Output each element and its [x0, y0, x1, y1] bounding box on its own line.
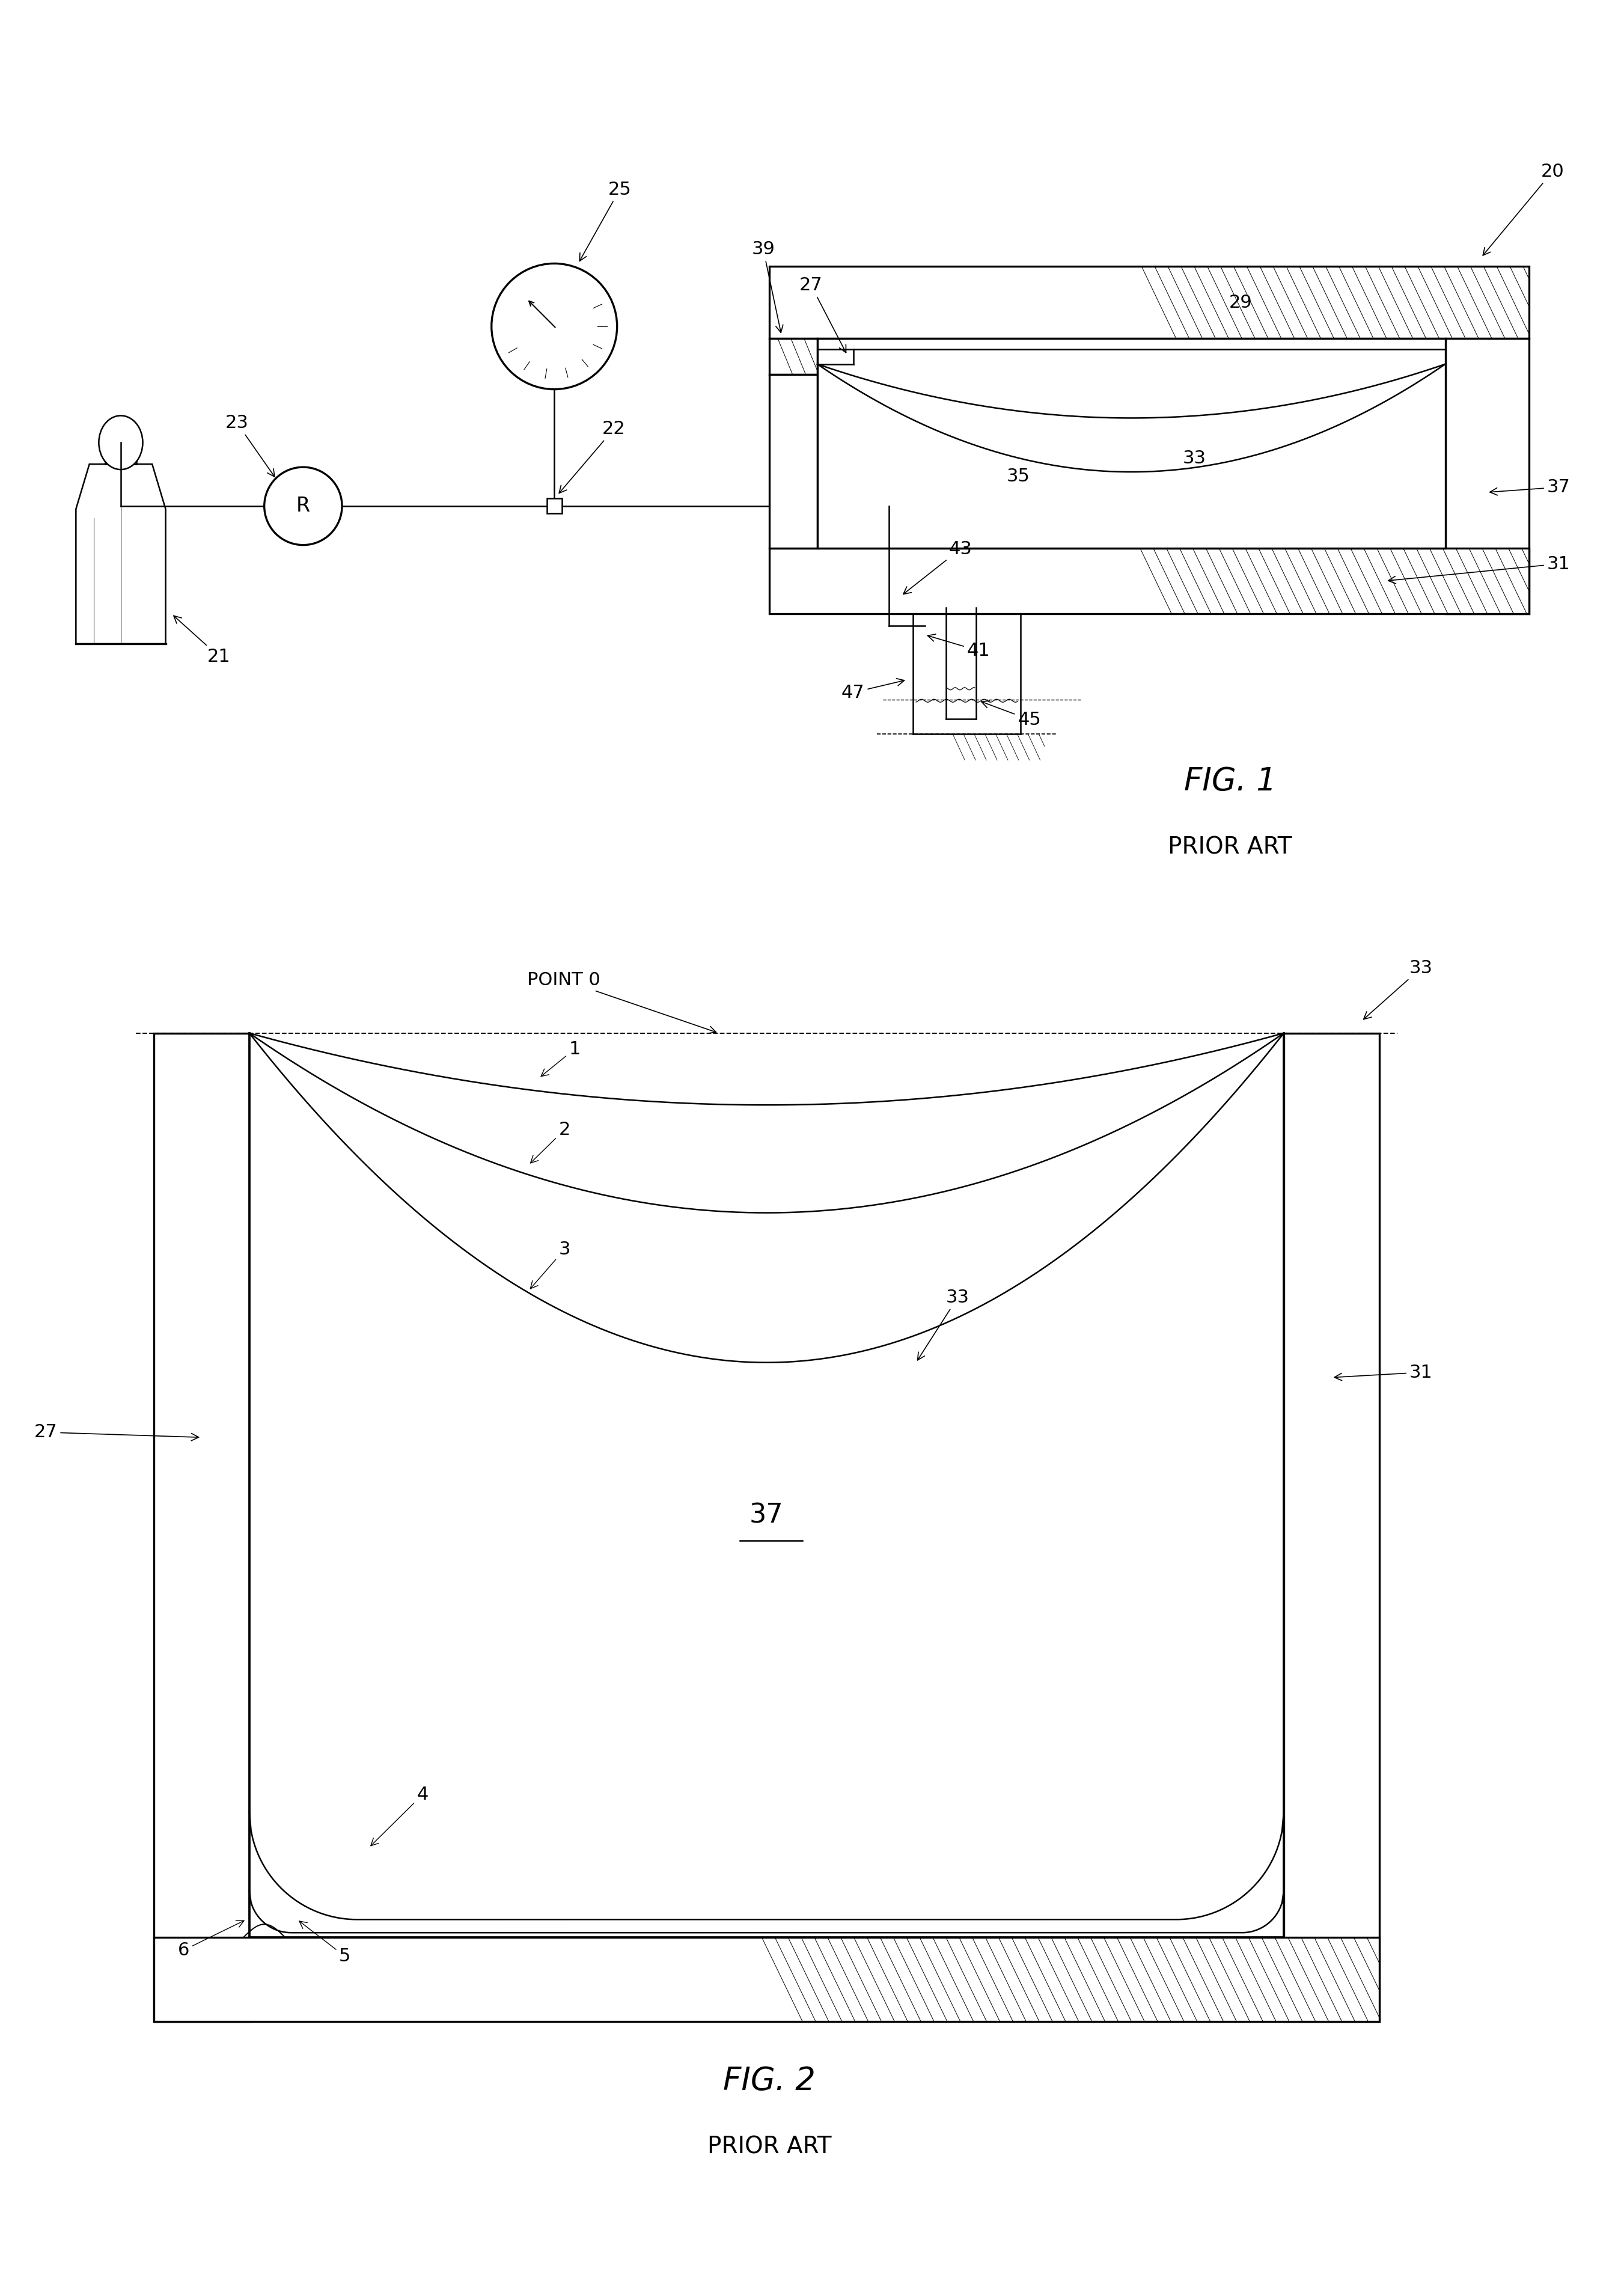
Circle shape [265, 468, 343, 544]
Text: 29: 29 [1229, 294, 1252, 312]
Text: 47: 47 [841, 679, 905, 702]
Text: FIG. 1: FIG. 1 [1184, 767, 1276, 796]
Text: 6: 6 [177, 1921, 244, 1960]
Bar [817, 337, 1445, 549]
Text: 25: 25 [580, 181, 632, 262]
Text: 43: 43 [903, 539, 973, 594]
Polygon shape [1285, 1033, 1379, 2022]
Text: R: R [296, 496, 310, 516]
Polygon shape [770, 337, 817, 374]
Text: 37: 37 [1489, 477, 1570, 496]
Text: 27: 27 [34, 1423, 198, 1441]
Text: 31: 31 [1335, 1363, 1432, 1382]
Bar [106, 443, 136, 464]
Text: PRIOR ART: PRIOR ART [1168, 835, 1293, 858]
Polygon shape [770, 549, 1528, 613]
Polygon shape [154, 1937, 1379, 2022]
Text: 41: 41 [927, 633, 991, 659]
Polygon shape [770, 374, 817, 549]
Ellipse shape [99, 415, 143, 470]
Text: 33: 33 [918, 1290, 970, 1361]
Polygon shape [154, 1033, 250, 2022]
Bar [250, 1033, 1285, 1937]
Polygon shape [1445, 337, 1528, 613]
Text: 37: 37 [750, 1503, 783, 1528]
Text: 33: 33 [1182, 450, 1205, 466]
Text: 35: 35 [1007, 468, 1030, 484]
Polygon shape [76, 464, 166, 645]
Text: 4: 4 [370, 1786, 429, 1845]
Text: POINT 0: POINT 0 [528, 971, 716, 1033]
Circle shape [492, 264, 617, 390]
Text: FIG. 2: FIG. 2 [723, 2066, 815, 2098]
Text: 39: 39 [752, 241, 783, 333]
Text: 23: 23 [226, 415, 274, 477]
Text: 3: 3 [531, 1242, 570, 1290]
Text: 33: 33 [1364, 959, 1432, 1019]
Text: 1: 1 [541, 1040, 580, 1076]
Text: 45: 45 [981, 700, 1041, 728]
Text: 31: 31 [1389, 555, 1570, 583]
Text: 20: 20 [1483, 163, 1564, 255]
Bar [547, 498, 562, 514]
Text: 22: 22 [559, 420, 625, 493]
Text: 2: 2 [531, 1120, 570, 1164]
Text: 27: 27 [799, 278, 846, 353]
Polygon shape [770, 266, 1528, 337]
Text: 21: 21 [174, 615, 231, 666]
Polygon shape [888, 734, 1044, 760]
Text: 5: 5 [299, 1921, 351, 1965]
Text: PRIOR ART: PRIOR ART [708, 2137, 831, 2160]
